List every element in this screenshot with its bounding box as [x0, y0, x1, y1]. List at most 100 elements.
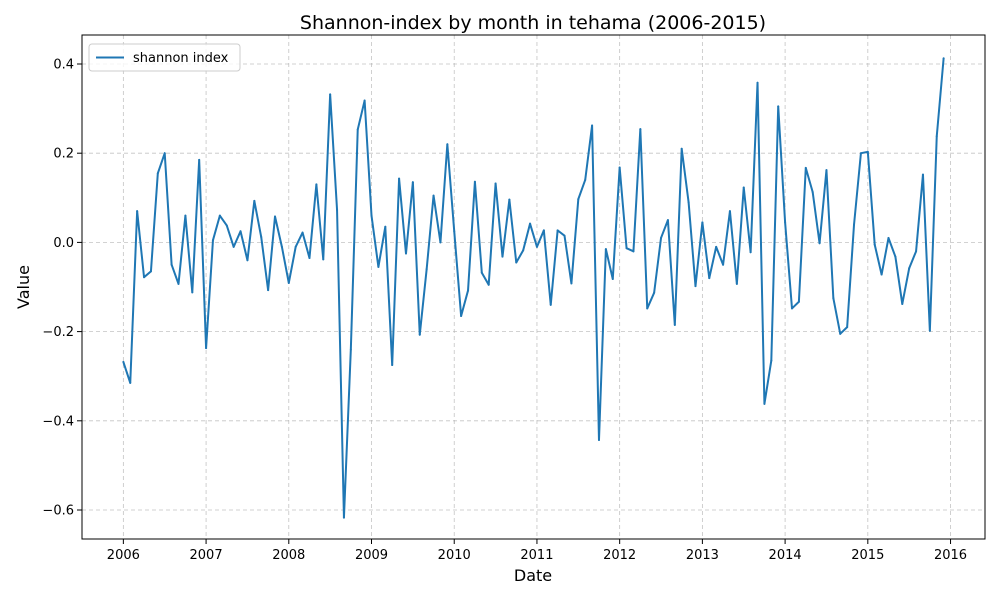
data-point [294, 245, 297, 248]
data-point [384, 225, 387, 228]
y-axis-ticks: −0.6 −0.4 −0.2 0.0 0.2 0.4 [42, 57, 82, 519]
data-point [473, 180, 476, 183]
data-point [149, 270, 152, 273]
x-tick-label: 2012 [603, 548, 636, 563]
data-point [446, 143, 449, 146]
data-point [322, 258, 325, 261]
x-tick-label: 2006 [107, 548, 140, 563]
data-point [170, 263, 173, 266]
data-point [143, 276, 146, 279]
series-layer [122, 57, 945, 519]
data-point [735, 282, 738, 285]
data-point [315, 183, 318, 186]
x-tick-label: 2009 [355, 548, 388, 563]
data-point [653, 291, 656, 294]
data-point [666, 219, 669, 222]
data-point [577, 198, 580, 201]
data-point [184, 214, 187, 217]
data-point [232, 245, 235, 248]
data-point [225, 224, 228, 227]
data-point [177, 282, 180, 285]
y-tick-label: −0.4 [42, 414, 74, 429]
data-point [404, 252, 407, 255]
x-tick-label: 2008 [272, 548, 305, 563]
data-point [853, 223, 856, 226]
data-point [301, 231, 304, 234]
series-line-shannon-index [122, 58, 945, 519]
data-point [915, 250, 918, 253]
data-point [646, 307, 649, 310]
data-point [508, 198, 511, 201]
data-point [804, 166, 807, 169]
data-point [198, 158, 201, 161]
data-point [811, 191, 814, 193]
data-point [336, 208, 339, 211]
data-point [722, 263, 725, 266]
data-point [715, 245, 718, 248]
data-point [391, 364, 394, 367]
data-point [363, 99, 366, 102]
x-tick-label: 2016 [934, 548, 967, 563]
data-point [287, 281, 290, 284]
data-point [687, 201, 690, 204]
data-point [584, 178, 587, 181]
data-point [239, 230, 242, 233]
data-point [570, 282, 573, 285]
data-point [480, 271, 483, 274]
data-point [122, 360, 125, 363]
legend-box [88, 43, 241, 72]
data-point [790, 307, 793, 310]
data-point [660, 236, 663, 239]
data-point [274, 215, 277, 218]
data-point [356, 128, 359, 131]
data-point [908, 267, 911, 270]
data-point [846, 326, 849, 329]
data-point [763, 402, 766, 405]
x-tick-label: 2010 [438, 548, 471, 563]
data-point [280, 245, 283, 248]
data-point [260, 236, 263, 239]
data-point [549, 303, 552, 306]
data-point [156, 172, 159, 175]
data-point [887, 236, 890, 239]
data-point [673, 323, 676, 326]
data-point [742, 186, 745, 189]
data-point [784, 221, 787, 224]
x-tick-label: 2014 [769, 548, 802, 563]
data-point [632, 250, 635, 253]
data-point [556, 229, 559, 232]
data-point [501, 255, 504, 258]
data-point [411, 181, 414, 184]
data-point [163, 152, 166, 155]
data-point [894, 255, 897, 258]
data-point [377, 265, 380, 268]
data-point [921, 173, 924, 176]
data-point [797, 300, 800, 303]
data-point [935, 135, 938, 138]
data-point [329, 93, 332, 96]
data-point [542, 229, 545, 232]
x-tick-label: 2013 [686, 548, 719, 563]
data-point [494, 182, 497, 185]
data-point [439, 241, 442, 244]
data-point [308, 257, 311, 260]
data-point [825, 169, 828, 172]
x-tick-label: 2015 [851, 548, 884, 563]
data-point [818, 242, 821, 245]
legend: shannon index [88, 43, 241, 72]
y-axis-title: Value [14, 265, 33, 309]
data-point [487, 283, 490, 286]
data-point [246, 259, 249, 262]
data-point [777, 105, 780, 108]
data-point [425, 268, 428, 271]
data-point [611, 277, 614, 280]
data-point [418, 333, 421, 336]
data-point [191, 291, 194, 294]
data-point [253, 199, 256, 202]
data-point [349, 348, 352, 351]
y-tick-label: 0.2 [53, 147, 74, 162]
data-point [597, 438, 600, 441]
data-point [453, 230, 456, 233]
